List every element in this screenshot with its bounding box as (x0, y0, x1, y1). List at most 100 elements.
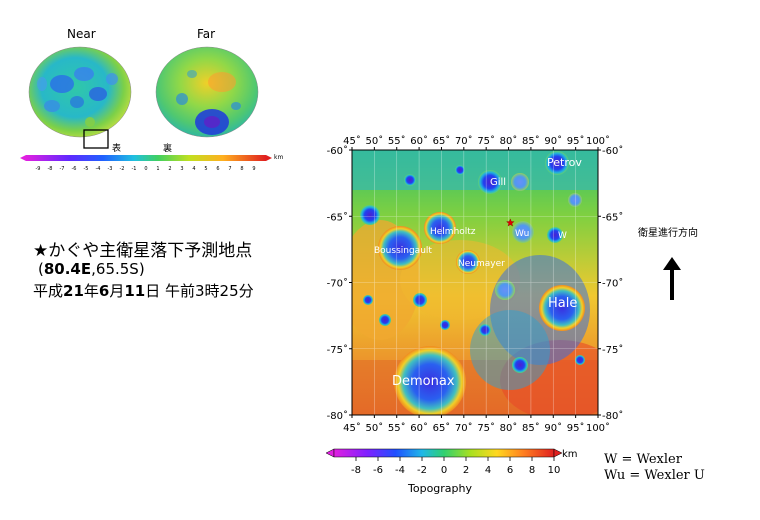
coord-lon: 80.4E (43, 260, 92, 278)
far-side-label: Far (197, 27, 216, 41)
small-scale-tick-label: -4 (96, 166, 101, 172)
dt-year-suffix: 年 (83, 282, 99, 300)
globes-graphic (28, 46, 259, 149)
abbrev-wexler: W = Wexler (604, 452, 682, 467)
small-scale-tick-label: 3 (180, 166, 183, 172)
small-scale-tick-label: -9 (36, 166, 41, 172)
small-scale-tick-label: 4 (192, 166, 195, 172)
colorbar-tick-label: 4 (485, 465, 491, 476)
crater-label-gill: Gill (490, 177, 506, 188)
far-side-globe (155, 46, 259, 138)
lon-label-top: 90˚ (544, 135, 562, 147)
lon-label-top: 75˚ (477, 135, 495, 147)
lon-label-bottom: 85˚ (522, 422, 540, 434)
impact-region-box (83, 129, 109, 149)
direction-label: 衛星進行方向 (638, 228, 698, 239)
colorbar-tick-label: 8 (529, 465, 535, 476)
colorbar-tick-label: -2 (417, 465, 427, 476)
colorbar-unit: km (562, 449, 578, 460)
lat-label-left: -80˚ (327, 410, 348, 422)
crater-label-neumayer: Neumayer (458, 259, 505, 269)
lon-label-top: 55˚ (388, 135, 406, 147)
small-scale-tick-label: -5 (84, 166, 89, 172)
crater-label-boussingault: Boussingault (374, 246, 432, 256)
crater-label-demonax: Demonax (392, 374, 455, 389)
lon-label-bottom: 70˚ (455, 422, 473, 434)
colorbar-tick-label: 6 (507, 465, 513, 476)
dt-era: 平成 (33, 282, 64, 300)
small-scale-tick-label: -2 (120, 166, 125, 172)
topography-colorbar: -8 -6 -4 -2 0 2 4 6 8 10 (325, 448, 563, 476)
lat-label-left: -65˚ (327, 211, 348, 223)
small-scale-tick-label: -7 (60, 166, 65, 172)
small-scale-tick-label: 6 (216, 166, 219, 172)
coord-sep: , (91, 260, 96, 278)
dt-month: 6 (98, 282, 110, 300)
lon-label-bottom: 100˚ (586, 422, 610, 434)
topography-map: 45˚ 50˚ 55˚ 60˚ 65˚ 70˚ 75˚ 80˚ 85˚ 90˚ 95˚ 100˚ 45… (327, 135, 624, 434)
small-scale-tick-label: 5 (204, 166, 207, 172)
small-scale-tick-label: 9 (252, 166, 255, 172)
lon-label-top: 80˚ (500, 135, 518, 147)
lat-label-left: -70˚ (327, 278, 348, 290)
crater-label-wu: Wu (515, 229, 529, 239)
colorbar-tick-label: 2 (463, 465, 469, 476)
colorbar-tick-label: -6 (373, 465, 383, 476)
small-scale-tick-label: 0 (144, 166, 147, 172)
lon-label-top: 85˚ (522, 135, 540, 147)
small-scale-unit: km (274, 154, 284, 161)
dt-month-suffix: 月 (109, 282, 125, 300)
small-scale-tick-label: 2 (168, 166, 171, 172)
lon-label-bottom: 80˚ (500, 422, 518, 434)
impact-title-text: かぐや主衛星落下予測地点 (48, 241, 253, 261)
coord-lat: 65.5S (95, 260, 139, 278)
coord-close: ) (138, 260, 145, 278)
colorbar-tick-label: 0 (441, 465, 447, 476)
lon-label-top: 95˚ (567, 135, 585, 147)
small-scale-tick-label: -6 (72, 166, 77, 172)
impact-datetime: 平成21年6月11日 午前3時25分 (33, 280, 254, 301)
colorbar-tick-label: -8 (351, 465, 361, 476)
impact-coordinates: (80.4E,65.5S) (38, 260, 145, 278)
small-scale-tick-label: 7 (228, 166, 231, 172)
impact-point-star (506, 218, 515, 227)
small-scale-tick-label: 1 (156, 166, 159, 172)
dt-year: 21 (63, 282, 84, 300)
lon-label-top: 60˚ (410, 135, 428, 147)
direction-arrow-icon (663, 257, 681, 300)
lat-label-right: -70˚ (602, 278, 623, 290)
colorbar-title: Topography (408, 482, 473, 495)
colorbar-tick-label: 10 (548, 465, 561, 476)
near-side-mark: 表 (112, 144, 122, 154)
lat-label-left: -60˚ (327, 145, 348, 157)
crater-label-helmholtz: Helmholtz (430, 227, 476, 237)
lat-label-right: -60˚ (602, 145, 623, 157)
star-icon: ★ (33, 241, 49, 261)
small-scale-tick-label: -3 (108, 166, 113, 172)
dt-rest: 日 午前3時25分 (145, 282, 254, 300)
colorbar-tick-label: -4 (395, 465, 405, 476)
lat-label-left: -75˚ (327, 344, 348, 356)
dt-day: 11 (124, 282, 146, 300)
lat-label-right: -80˚ (602, 410, 623, 422)
lon-label-bottom: 65˚ (433, 422, 451, 434)
crater-label-w: W (558, 231, 567, 241)
lon-label-top: 65˚ (433, 135, 451, 147)
far-side-mark: 裏 (163, 144, 173, 154)
abbrev-wexler-u: Wu = Wexler U (604, 468, 705, 483)
small-color-scale: -9 -8 -7 -6 -5 -4 -3 -2 -1 0 1 2 3 4 5 6 7 8 9 (20, 155, 272, 172)
small-scale-tick-label: -8 (48, 166, 53, 172)
lon-label-top: 50˚ (365, 135, 383, 147)
crater-label-petrov: Petrov (547, 156, 582, 169)
lon-label-bottom: 90˚ (544, 422, 562, 434)
lon-label-bottom: 50˚ (365, 422, 383, 434)
lon-label-top: 45˚ (343, 135, 361, 147)
coord-open: ( (38, 260, 44, 278)
lon-label-bottom: 45˚ (343, 422, 361, 434)
lon-label-top: 100˚ (586, 135, 610, 147)
lon-label-bottom: 75˚ (477, 422, 495, 434)
lon-label-bottom: 60˚ (410, 422, 428, 434)
small-scale-tick-label: -1 (132, 166, 137, 172)
lon-label-bottom: 55˚ (388, 422, 406, 434)
crater-label-hale: Hale (548, 296, 577, 311)
